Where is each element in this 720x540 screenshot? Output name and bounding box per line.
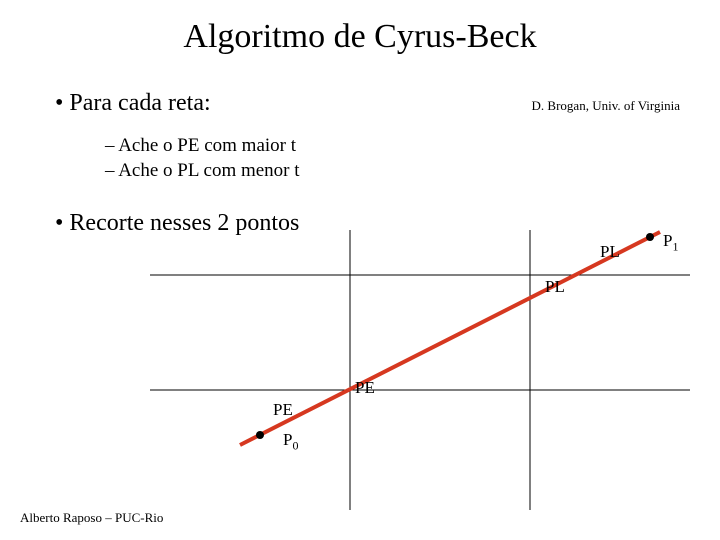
- subbullet-pl: – Ache o PL com menor t: [105, 160, 300, 182]
- diagram-container: PE PE PL PL P0 P1: [150, 230, 690, 510]
- attribution: D. Brogan, Univ. of Virginia: [532, 98, 680, 114]
- subbullet-pe: – Ache o PE com maior t: [105, 135, 296, 157]
- label-p0: P0: [283, 430, 298, 453]
- point-p0: [256, 431, 264, 439]
- label-p1: P1: [663, 231, 678, 254]
- footer-credit: Alberto Raposo – PUC-Rio: [20, 510, 163, 526]
- label-pl1: PL: [545, 277, 565, 297]
- diagram-svg: [150, 230, 690, 510]
- point-p1: [646, 233, 654, 241]
- clip-line: [240, 232, 660, 445]
- label-pe2: PE: [355, 378, 375, 398]
- label-pe1: PE: [273, 400, 293, 420]
- bullet-para-cada-reta: • Para cada reta:: [55, 90, 211, 117]
- slide-title: Algoritmo de Cyrus-Beck: [0, 18, 720, 56]
- label-pl2: PL: [600, 242, 620, 262]
